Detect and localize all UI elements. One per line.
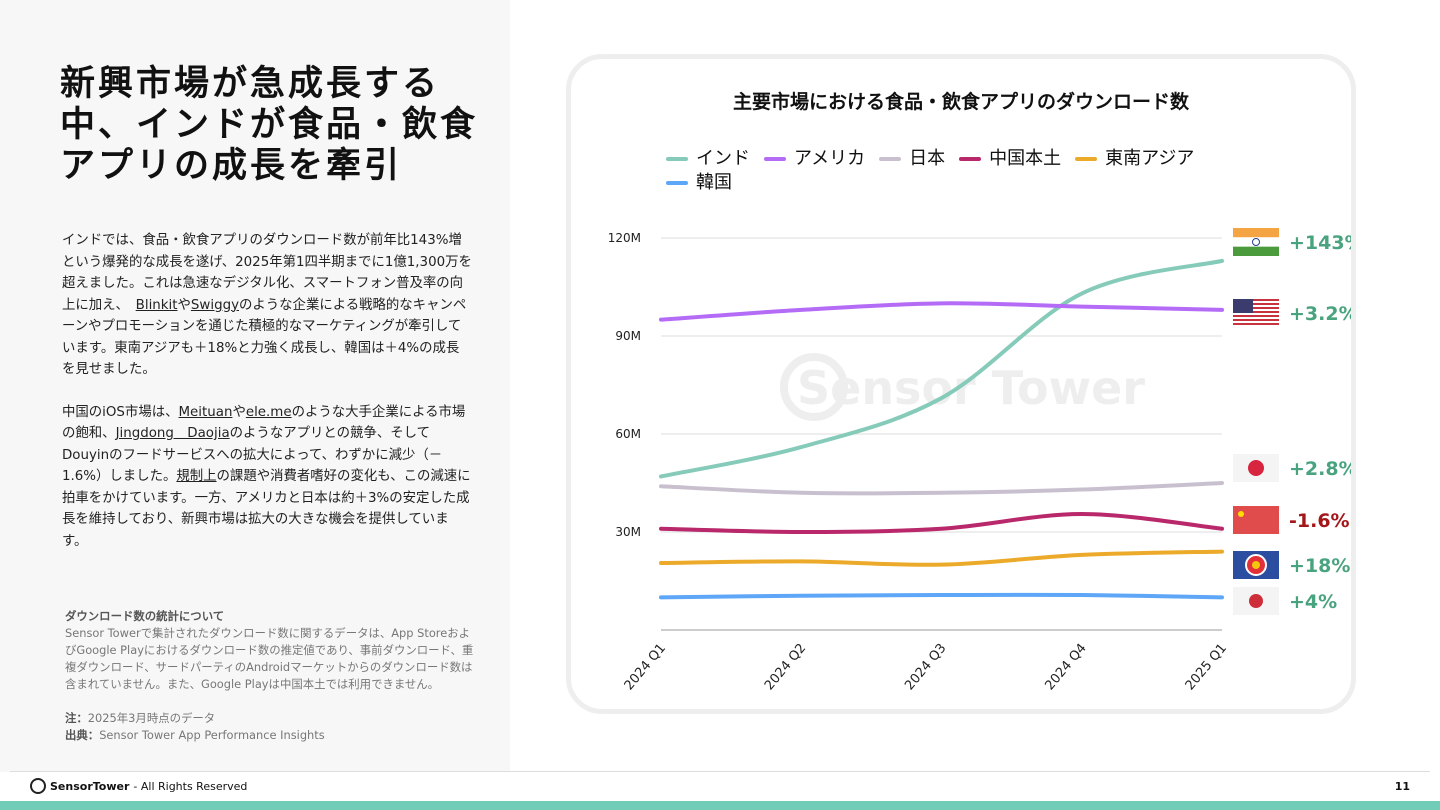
line-chart: Sensor Tower 30M 60M 90M 120M 2024 Q1 2024 Q2 2… bbox=[608, 228, 1351, 693]
link-regulation[interactable]: 規制上 bbox=[176, 469, 217, 484]
body-text: インドでは、食品・飲食アプリのダウンロード数が前年比143%増という爆発的な成長… bbox=[62, 230, 472, 573]
footer-rights: - All Rights Reserved bbox=[133, 779, 248, 793]
legend-label: 日本 bbox=[909, 148, 946, 169]
legend-item: 韓国 bbox=[666, 171, 732, 195]
footer: SensorTower - All Rights Reserved bbox=[30, 778, 247, 794]
japan-flag-icon bbox=[1233, 454, 1279, 482]
series-line bbox=[659, 258, 1224, 479]
legend-swatch bbox=[959, 157, 982, 161]
change-label: -1.6% bbox=[1289, 510, 1350, 532]
y-tick-label: 90M bbox=[615, 329, 641, 343]
legend-item: アメリカ bbox=[764, 147, 865, 171]
footer-divider bbox=[10, 771, 1430, 772]
series-line bbox=[659, 512, 1224, 535]
notes-heading: ダウンロード数の統計について bbox=[65, 609, 225, 623]
series-line bbox=[659, 592, 1224, 600]
legend-swatch bbox=[764, 157, 786, 161]
y-tick-label: 60M bbox=[615, 427, 641, 441]
page-number: 11 bbox=[1394, 780, 1410, 793]
legend-item: 中国本土 bbox=[959, 147, 1061, 171]
legend-swatch bbox=[666, 181, 688, 185]
legend-swatch bbox=[1075, 157, 1098, 161]
x-tick-label: 2024 Q3 bbox=[902, 641, 949, 693]
change-label: +143% bbox=[1289, 232, 1351, 254]
note: 2025年3月時点のデータ bbox=[87, 711, 216, 725]
notes: ダウンロード数の統計について Sensor Towerで集計されたダウンロード数… bbox=[65, 609, 474, 742]
series-line bbox=[659, 549, 1224, 567]
x-tick-label: 2024 Q2 bbox=[762, 641, 809, 693]
legend-item: 東南アジア bbox=[1075, 147, 1194, 171]
change-label: +2.8% bbox=[1289, 458, 1351, 480]
series-line bbox=[659, 301, 1224, 322]
page-title: 新興市場が急成長する中、インドが食品・飲食アプリの成長を牽引 bbox=[60, 64, 479, 186]
chart-title: 主要市場における食品・飲食アプリのダウンロード数 bbox=[732, 91, 1189, 113]
paragraph-2: 中国のiOS市場は、Meituanやele.meのような大手企業による市場の飽和… bbox=[62, 404, 471, 549]
india-flag-icon bbox=[1233, 228, 1279, 256]
link-eleme[interactable]: ele.me bbox=[245, 404, 292, 420]
korea-flag-icon bbox=[1233, 587, 1279, 615]
watermark-logo-icon bbox=[780, 353, 848, 421]
asean-flag-icon bbox=[1233, 551, 1279, 579]
series-line bbox=[659, 481, 1224, 496]
y-tick-label: 120M bbox=[608, 231, 641, 245]
china-flag-icon bbox=[1233, 506, 1279, 534]
link-swiggy[interactable]: Swiggy bbox=[190, 297, 239, 313]
x-tick-label: 2024 Q1 bbox=[622, 641, 669, 693]
watermark: Sensor Tower bbox=[797, 361, 1145, 415]
source: Sensor Tower App Performance Insights bbox=[99, 728, 325, 742]
x-tick-label: 2025 Q1 bbox=[1183, 641, 1230, 693]
legend-label: 韓国 bbox=[696, 172, 732, 193]
chart-legend: インド アメリカ 日本 中国本土 東南アジア韓国 bbox=[666, 147, 1226, 195]
bottom-accent-bar bbox=[0, 801, 1440, 810]
footer-brand: SensorTower bbox=[50, 779, 130, 793]
x-tick-label: 2024 Q4 bbox=[1042, 641, 1089, 693]
left-panel bbox=[0, 0, 510, 772]
legend-label: インド bbox=[696, 148, 750, 169]
change-label: +18% bbox=[1289, 555, 1350, 577]
notes-text: Sensor Towerで集計されたダウンロード数に関するデータは、App St… bbox=[65, 626, 474, 691]
y-tick-label: 30M bbox=[615, 525, 641, 539]
paragraph-1: インドでは、食品・飲食アプリのダウンロード数が前年比143%増という爆発的な成長… bbox=[62, 233, 472, 377]
sensor-tower-logo-icon bbox=[30, 778, 46, 794]
usa-flag-icon bbox=[1233, 299, 1279, 325]
legend-item: 日本 bbox=[879, 147, 945, 171]
legend-swatch bbox=[879, 157, 902, 161]
legend-item: インド bbox=[666, 147, 750, 171]
chart-card: 主要市場における食品・飲食アプリのダウンロード数 インド アメリカ 日本 中国本土 東南… bbox=[566, 54, 1356, 714]
link-jingdong[interactable]: Jingdong Daojia bbox=[115, 426, 230, 441]
legend-label: 東南アジア bbox=[1105, 148, 1195, 169]
legend-label: アメリカ bbox=[794, 148, 866, 169]
change-label: +4% bbox=[1289, 591, 1337, 613]
legend-swatch bbox=[666, 157, 688, 161]
change-label: +3.2% bbox=[1289, 303, 1351, 325]
link-blinkit[interactable]: Blinkit bbox=[135, 297, 178, 313]
legend-label: 中国本土 bbox=[989, 148, 1062, 169]
link-meituan[interactable]: Meituan bbox=[178, 404, 233, 420]
